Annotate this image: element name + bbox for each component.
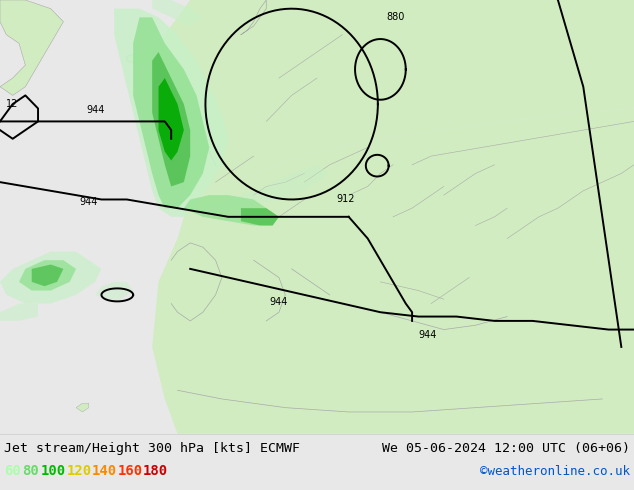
Polygon shape (158, 113, 178, 139)
Polygon shape (127, 48, 158, 65)
Polygon shape (114, 9, 228, 217)
Text: ©weatheronline.co.uk: ©weatheronline.co.uk (480, 465, 630, 478)
Text: 880: 880 (387, 12, 405, 22)
Polygon shape (152, 0, 203, 26)
Polygon shape (19, 260, 76, 291)
Text: 912: 912 (336, 195, 354, 204)
Polygon shape (158, 78, 184, 160)
Text: 100: 100 (41, 464, 66, 478)
Polygon shape (0, 0, 63, 96)
Polygon shape (152, 108, 634, 434)
Polygon shape (190, 165, 330, 217)
Text: 160: 160 (117, 464, 143, 478)
Polygon shape (133, 17, 209, 208)
Polygon shape (241, 208, 279, 225)
Polygon shape (152, 117, 158, 130)
Polygon shape (152, 52, 190, 187)
Text: We 05-06-2024 12:00 UTC (06+06): We 05-06-2024 12:00 UTC (06+06) (382, 441, 630, 455)
Polygon shape (95, 282, 133, 299)
Polygon shape (184, 195, 279, 225)
Polygon shape (32, 265, 63, 286)
Text: 944: 944 (80, 197, 98, 207)
Text: 80: 80 (22, 464, 39, 478)
Text: 944: 944 (418, 330, 437, 340)
Polygon shape (0, 251, 101, 304)
Text: 180: 180 (143, 464, 168, 478)
Text: 944: 944 (270, 297, 288, 307)
Text: 120: 120 (67, 464, 91, 478)
Text: 12: 12 (6, 99, 19, 109)
Polygon shape (139, 0, 634, 195)
Polygon shape (76, 403, 89, 412)
Text: 60: 60 (4, 464, 21, 478)
Polygon shape (0, 304, 38, 321)
Text: Jet stream/Height 300 hPa [kts] ECMWF: Jet stream/Height 300 hPa [kts] ECMWF (4, 441, 300, 455)
Text: 944: 944 (86, 105, 104, 115)
Text: 140: 140 (92, 464, 117, 478)
